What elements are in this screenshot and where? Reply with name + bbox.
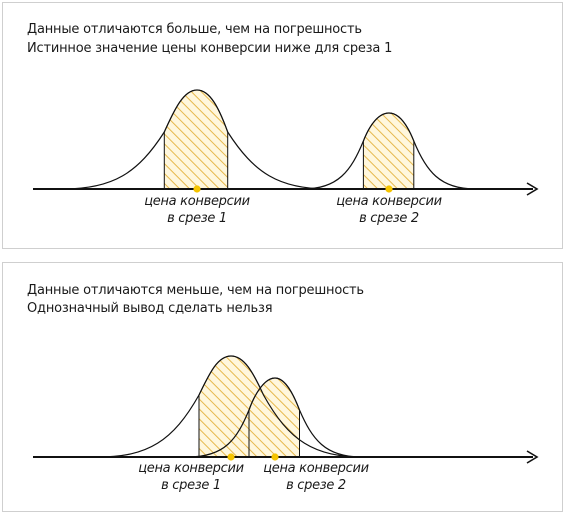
panel-subtitle: Однозначный вывод сделать нельзя xyxy=(27,301,273,316)
label-slice-1-line2: в срезе 1 xyxy=(161,478,221,493)
ci-area-slice-1 xyxy=(163,89,229,190)
panel-subtitle: Истинное значение цены конверсии ниже дл… xyxy=(27,41,393,56)
panel-title: Данные отличаются больше, чем на погрешн… xyxy=(27,22,362,37)
value-axis xyxy=(33,450,539,464)
label-slice-1-line1: цена конверсии xyxy=(138,461,244,476)
label-slice-2-line1: цена конверсии xyxy=(263,461,369,476)
point-estimate-slice-1 xyxy=(227,453,235,461)
label-slice-2-line2: в срезе 2 xyxy=(286,478,346,493)
distribution-diagram: цена конверсии в срезе 1 цена конверсии … xyxy=(33,355,539,493)
point-estimate-slice-1 xyxy=(193,185,201,193)
distribution-curve-slice-2 xyxy=(187,377,362,458)
label-slice-1-line1: цена конверсии xyxy=(144,194,250,209)
distribution-diagram: цена конверсии в срезе 1 цена конверсии … xyxy=(33,89,539,226)
label-slice-2-line1: цена конверсии xyxy=(336,194,442,209)
panel-title: Данные отличаются меньше, чем на погрешн… xyxy=(27,283,364,298)
distribution-curve-slice-1 xyxy=(97,355,365,458)
label-slice-2-line2: в срезе 2 xyxy=(359,211,419,226)
panel-large-difference: Данные отличаются больше, чем на погрешн… xyxy=(2,2,563,249)
distribution-curve-slice-2 xyxy=(302,112,476,190)
point-estimate-slice-2 xyxy=(385,185,393,193)
distribution-curve-slice-1 xyxy=(62,89,329,190)
value-axis xyxy=(33,182,539,196)
ci-area-slice-2 xyxy=(362,112,415,190)
panel-small-difference: Данные отличаются меньше, чем на погрешн… xyxy=(2,262,563,512)
point-estimate-slice-2 xyxy=(271,453,279,461)
label-slice-1-line2: в срезе 1 xyxy=(167,211,227,226)
